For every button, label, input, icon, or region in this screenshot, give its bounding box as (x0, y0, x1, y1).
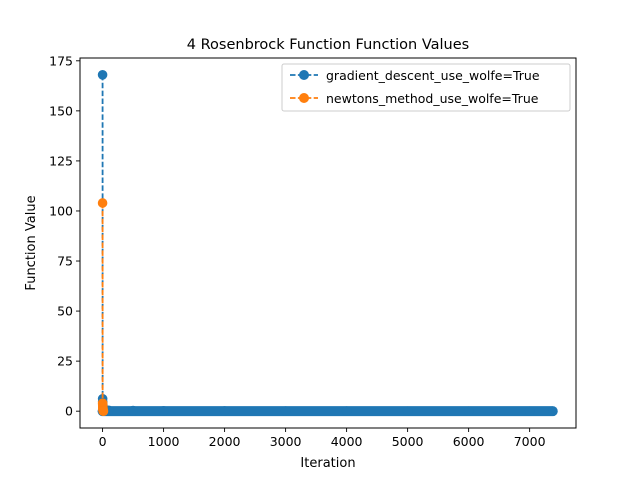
x-tick-label: 5000 (392, 434, 424, 449)
x-tick-label: 4000 (331, 434, 363, 449)
plot-frame (79, 57, 577, 429)
legend: gradient_descent_use_wolfe=True newtons_… (281, 63, 571, 112)
legend-entry-newtons-method: newtons_method_use_wolfe=True (290, 91, 539, 106)
data-point-gradient-descent (341, 406, 352, 416)
data-point-gradient-descent (128, 405, 138, 416)
data-point-gradient-descent (402, 406, 413, 416)
x-tick-label: 2000 (209, 434, 241, 449)
series-dense-markers-gradient-descent (97, 406, 558, 417)
chart-title: 4 Rosenbrock Function Function Values (187, 37, 469, 53)
legend-label-newtons-method: newtons_method_use_wolfe=True (326, 91, 539, 106)
y-tick-label: 25 (57, 354, 73, 369)
legend-marker-newtons-method (299, 93, 309, 103)
series-layer (97, 70, 558, 417)
x-tick-label: 1000 (148, 434, 180, 449)
x-tick-label: 3000 (270, 434, 302, 449)
x-tick-label: 0 (99, 434, 107, 449)
legend-entry-gradient-descent: gradient_descent_use_wolfe=True (290, 68, 540, 83)
y-axis-ticks: 0 25 50 75 100 125 150 175 (49, 53, 80, 419)
legend-label-gradient-descent: gradient_descent_use_wolfe=True (326, 68, 540, 83)
x-tick-label: 6000 (453, 434, 485, 449)
y-tick-label: 50 (57, 304, 73, 319)
y-axis-label: Function Value (24, 195, 39, 290)
y-tick-label: 125 (49, 153, 73, 168)
y-tick-label: 150 (49, 103, 73, 118)
x-axis-ticks: 0 1000 2000 3000 4000 5000 6000 7000 (99, 428, 546, 449)
x-axis-label: Iteration (300, 456, 355, 471)
data-point-gradient-descent (547, 406, 558, 416)
data-point-gradient-descent (280, 406, 291, 416)
x-tick-label: 7000 (514, 434, 546, 449)
data-point-gradient-descent (463, 406, 474, 416)
y-tick-label: 75 (57, 254, 73, 269)
y-tick-label: 0 (65, 404, 73, 419)
y-tick-label: 175 (49, 53, 73, 68)
data-point-newtons-method (97, 198, 108, 208)
data-point-newtons-method (98, 406, 109, 416)
data-point-gradient-descent (524, 406, 535, 416)
y-tick-label: 100 (49, 203, 73, 218)
legend-marker-gradient-descent (299, 70, 309, 80)
data-point-gradient-descent (97, 70, 108, 80)
legend-box (281, 63, 571, 112)
data-point-gradient-descent (219, 406, 230, 416)
data-point-gradient-descent (158, 405, 169, 416)
series-newtons-method (97, 198, 109, 416)
